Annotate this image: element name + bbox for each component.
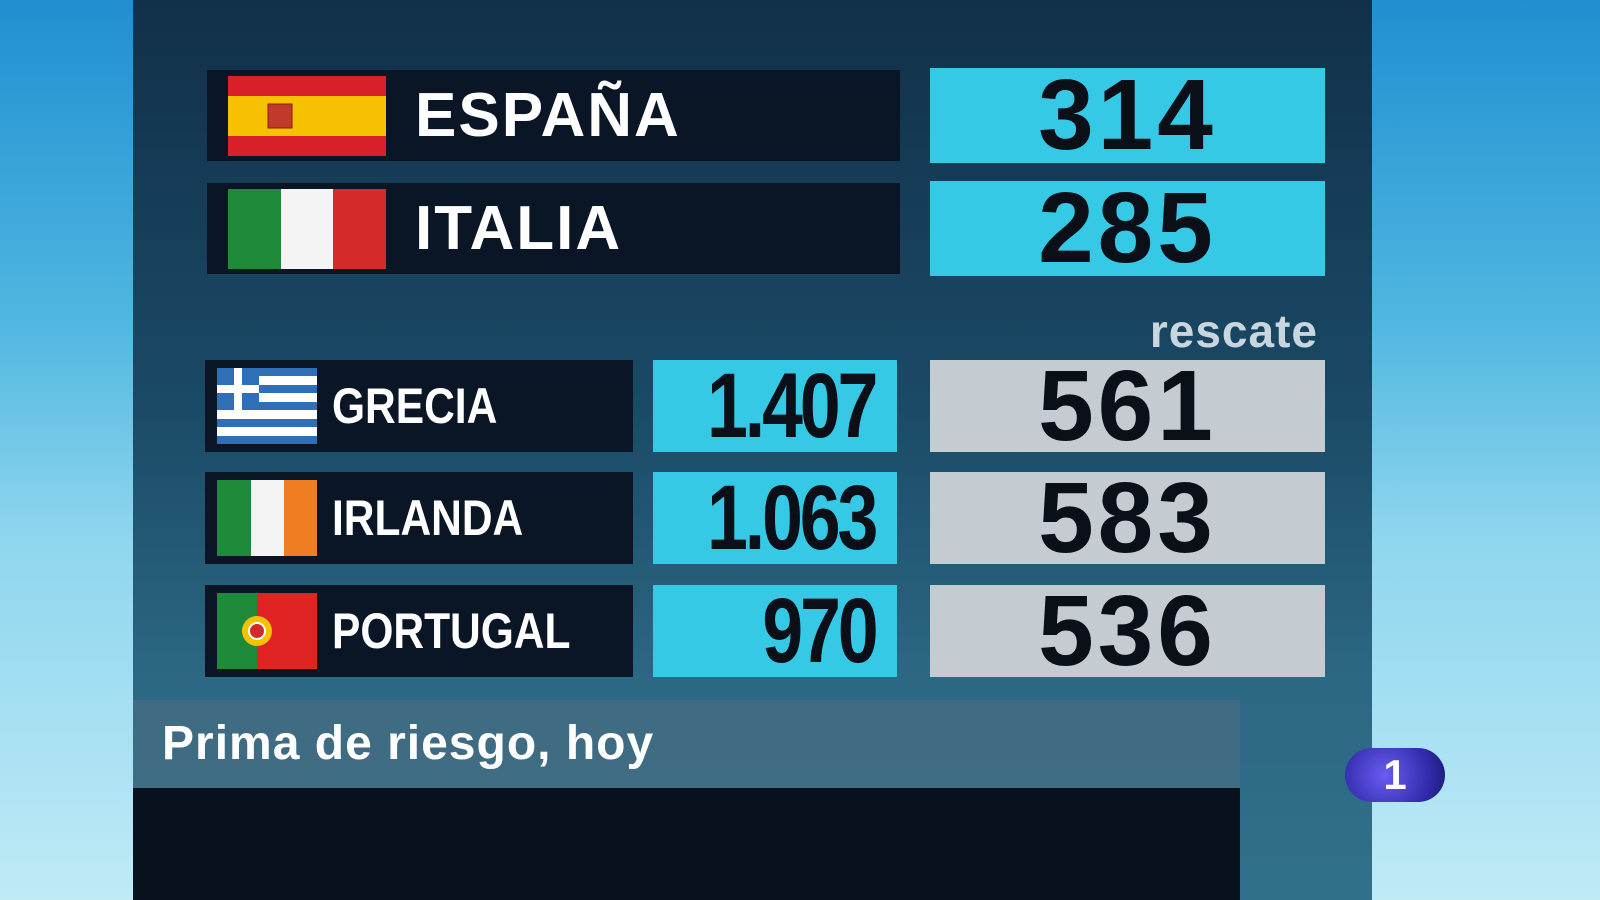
country-name: GRECIA [332,378,498,434]
rescate-box: 583 [930,462,1325,574]
country-name: PORTUGAL [332,603,571,659]
flag-greece [217,368,317,444]
flag-ireland [217,480,317,556]
value-box: 285 [930,172,1325,284]
row-name-box: IRLANDA [205,472,633,564]
channel-logo: 1 [1345,748,1445,802]
row-name-box: GRECIA [205,360,633,452]
row-name-box: ITALIA [207,183,900,274]
caption-bottom [133,788,1240,900]
flag-spain [228,76,386,156]
country-name: IRLANDA [332,490,524,546]
caption-band [133,700,1240,788]
column-header: rescate [1149,305,1318,357]
rescate-value: 561 [1038,349,1217,462]
value-box: 314 [930,59,1325,171]
rescate-box: 561 [930,350,1325,462]
rescate-box: 536 [930,575,1325,687]
value: 1.063 [706,466,878,569]
rescate-value: 583 [1038,461,1217,574]
flag-italy [228,189,386,269]
row-name-box: PORTUGAL [205,585,633,677]
caption: Prima de riesgo, hoy [162,717,655,770]
rescate-value: 536 [1038,574,1217,687]
value-box: 1.063 [653,467,897,569]
value: 314 [1038,59,1217,171]
value: 285 [1038,172,1217,284]
value: 970 [761,579,878,682]
value-box: 1.407 [653,355,897,457]
value-box: 970 [653,580,897,682]
country-name: ESPAÑA [415,81,681,150]
value: 1.407 [706,354,878,457]
row-name-box: ESPAÑA [207,70,900,161]
country-name: ITALIA [415,194,623,263]
flag-portugal [217,593,317,669]
